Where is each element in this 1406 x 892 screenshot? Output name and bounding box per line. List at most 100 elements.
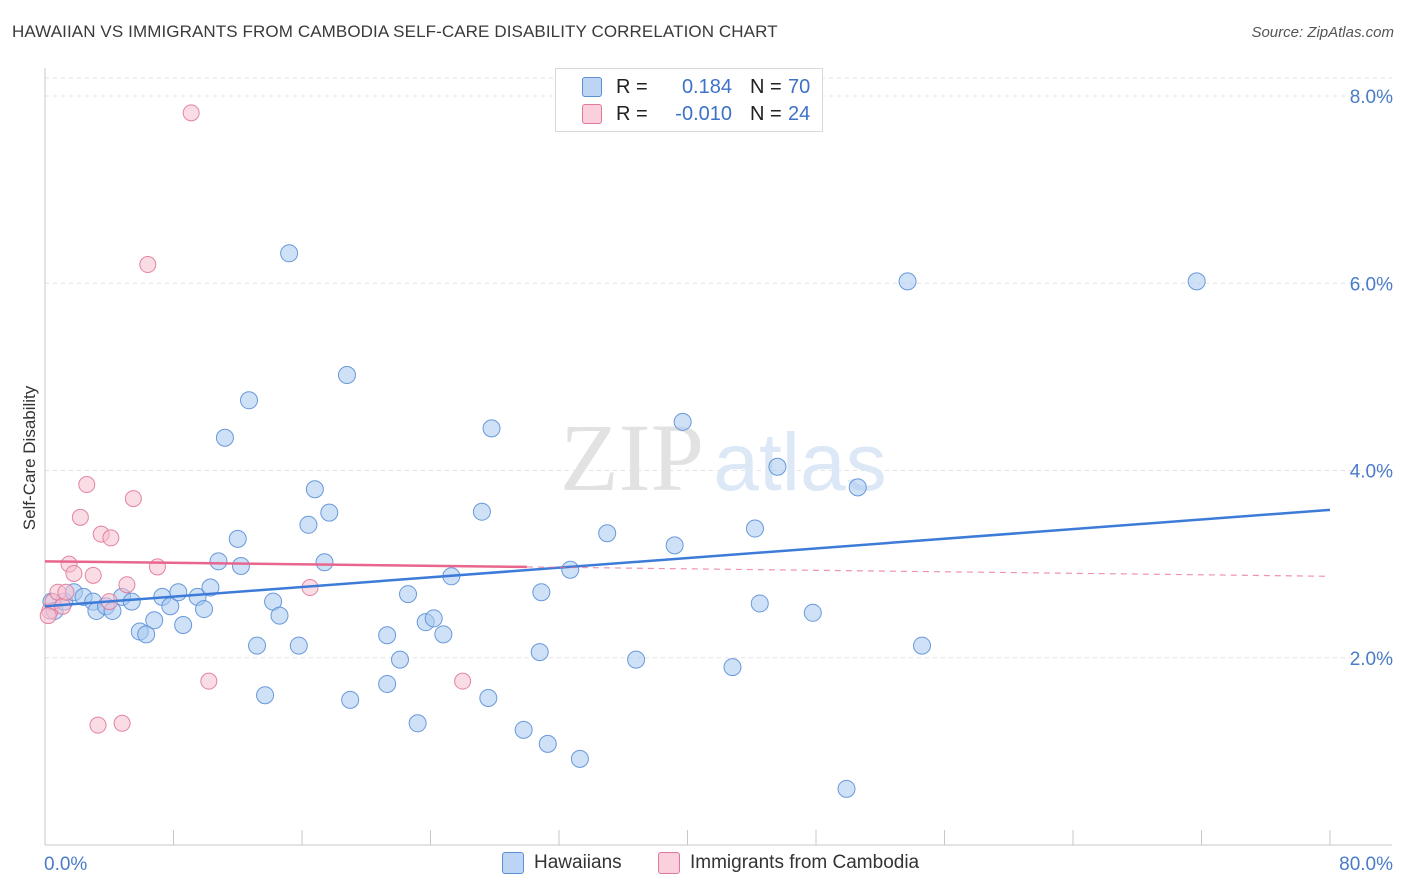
- point-hawaiians: [803, 603, 822, 622]
- legend-swatch-cambodia: [582, 104, 602, 124]
- point-hawaiians: [482, 419, 501, 438]
- point-hawaiians: [768, 457, 787, 476]
- trend-lines: [44, 508, 1331, 608]
- legend-n-value: 70: [788, 75, 811, 98]
- data-points: [39, 104, 1206, 798]
- point-hawaiians: [837, 779, 856, 798]
- point-hawaiians: [215, 428, 234, 447]
- point-hawaiians: [424, 609, 443, 628]
- point-hawaiians: [627, 650, 646, 669]
- correlation-legend: R = 0.184 N = 70 R = -0.010 N = 24: [555, 68, 823, 132]
- point-hawaiians: [723, 658, 742, 677]
- point-hawaiians: [913, 636, 932, 655]
- point-hawaiians: [530, 643, 549, 662]
- point-cambodia: [71, 508, 89, 526]
- point-hawaiians: [137, 625, 156, 644]
- point-hawaiians: [299, 515, 318, 534]
- trendline-cambodia-extension: [526, 566, 1331, 577]
- point-cambodia: [124, 490, 142, 508]
- point-hawaiians: [248, 636, 267, 655]
- point-hawaiians: [673, 412, 692, 431]
- point-hawaiians: [122, 592, 141, 611]
- legend-r-value: -0.010: [675, 102, 732, 125]
- point-hawaiians: [745, 519, 764, 538]
- point-hawaiians: [1187, 272, 1206, 291]
- legend-r-label: R =: [616, 102, 648, 125]
- y-tick-label: 4.0%: [1350, 462, 1393, 483]
- point-hawaiians: [561, 560, 580, 579]
- point-cambodia: [78, 476, 96, 494]
- point-cambodia: [57, 583, 75, 601]
- axes: [44, 68, 1392, 846]
- legend-n-value: 24: [788, 102, 811, 125]
- y-tick-label: 8.0%: [1350, 87, 1393, 108]
- point-hawaiians: [320, 503, 339, 522]
- point-hawaiians: [848, 478, 867, 497]
- point-hawaiians: [570, 749, 589, 768]
- series-legend-cambodia[interactable]: Immigrants from Cambodia: [658, 852, 919, 874]
- point-hawaiians: [378, 626, 397, 645]
- point-hawaiians: [289, 636, 308, 655]
- point-hawaiians: [315, 553, 334, 572]
- point-cambodia: [200, 672, 218, 690]
- point-hawaiians: [239, 391, 258, 410]
- point-cambodia: [454, 672, 472, 690]
- series-label-hawaiians: Hawaiians: [534, 852, 622, 873]
- y-tick-label: 6.0%: [1350, 274, 1393, 295]
- point-cambodia: [102, 529, 120, 547]
- watermark: ZIP atlas: [560, 404, 887, 511]
- legend-row-cambodia: R = -0.010 N = 24: [582, 102, 810, 126]
- point-hawaiians: [195, 600, 214, 619]
- y-axis-title: Self-Care Disability: [20, 385, 39, 530]
- trendline-cambodia: [44, 560, 527, 569]
- legend-r-value: 0.184: [681, 75, 732, 98]
- point-cambodia: [65, 564, 83, 582]
- point-hawaiians: [305, 480, 324, 499]
- point-hawaiians: [514, 720, 533, 739]
- series-swatch-cambodia: [658, 852, 680, 874]
- legend-n-label: N =: [750, 75, 782, 98]
- point-hawaiians: [399, 585, 418, 604]
- point-hawaiians: [665, 536, 684, 555]
- point-hawaiians: [408, 714, 427, 733]
- point-hawaiians: [341, 690, 360, 709]
- point-hawaiians: [598, 524, 617, 543]
- series-legend-hawaiians[interactable]: Hawaiians: [502, 852, 622, 874]
- point-hawaiians: [228, 529, 247, 548]
- axis-labels: 2.0% 4.0% 6.0% 8.0% 0.0% 80.0% Self-Care Disab…: [20, 87, 1393, 875]
- series-swatch-hawaiians: [502, 852, 524, 874]
- point-hawaiians: [434, 625, 453, 644]
- point-hawaiians: [231, 556, 250, 575]
- point-hawaiians: [209, 552, 228, 571]
- point-cambodia: [139, 256, 157, 274]
- point-hawaiians: [538, 734, 557, 753]
- chart-title: HAWAIIAN VS IMMIGRANTS FROM CAMBODIA SEL…: [12, 22, 778, 41]
- source-credit: Source: ZipAtlas.com: [1251, 24, 1394, 41]
- point-hawaiians: [390, 650, 409, 669]
- point-cambodia: [113, 714, 131, 732]
- series-label-cambodia: Immigrants from Cambodia: [690, 852, 920, 873]
- point-hawaiians: [169, 583, 188, 602]
- y-tick-label: 2.0%: [1350, 649, 1393, 670]
- x-tick-label-max: 80.0%: [1339, 854, 1393, 875]
- point-hawaiians: [145, 611, 164, 630]
- point-hawaiians: [280, 244, 299, 263]
- point-hawaiians: [898, 272, 917, 291]
- trendline-hawaiians: [44, 508, 1331, 608]
- point-cambodia: [39, 607, 57, 625]
- point-hawaiians: [532, 583, 551, 602]
- point-hawaiians: [256, 686, 275, 705]
- point-hawaiians: [337, 366, 356, 385]
- legend-n-label: N =: [750, 102, 782, 125]
- point-hawaiians: [750, 594, 769, 613]
- point-hawaiians: [270, 606, 289, 625]
- point-hawaiians: [472, 502, 491, 521]
- x-tick-label-min: 0.0%: [44, 854, 87, 875]
- point-hawaiians: [174, 615, 193, 634]
- legend-r-label: R =: [616, 75, 648, 98]
- series-legend: Hawaiians Immigrants from Cambodia: [0, 852, 1406, 878]
- point-cambodia: [84, 566, 102, 584]
- point-hawaiians: [479, 689, 498, 708]
- legend-swatch-hawaiians: [582, 77, 602, 97]
